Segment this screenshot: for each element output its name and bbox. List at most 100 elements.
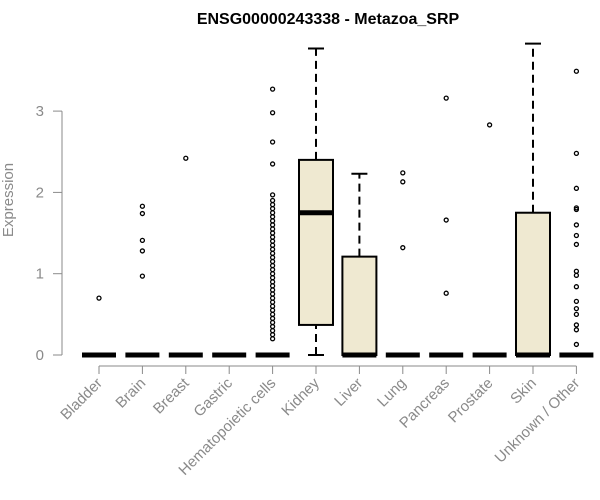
box-group-10 [515, 42, 551, 358]
x-tick-label-5: Kidney [278, 374, 323, 419]
outlier-11-1 [573, 327, 580, 333]
outlier-4-31 [269, 210, 276, 216]
outlier-7-1 [400, 179, 406, 185]
outlier-4-14 [269, 279, 276, 285]
outlier-4-38 [269, 110, 276, 116]
outlier-4-19 [269, 258, 276, 265]
outlier-4-4 [269, 319, 276, 326]
outlier-11-10 [573, 232, 580, 239]
outlier-11-13 [573, 205, 580, 211]
x-tick-label-6: Liver [331, 375, 366, 410]
outlier-1-4 [139, 203, 146, 209]
outlier-4-7 [269, 307, 276, 313]
outlier-4-13 [269, 283, 276, 289]
outlier-4-21 [269, 250, 276, 257]
outlier-4-30 [269, 214, 276, 220]
y-axis-label: Expression [0, 163, 17, 237]
box-group-0 [82, 295, 116, 358]
outlier-11-4 [573, 306, 580, 312]
outlier-4-39 [269, 86, 276, 92]
outlier-4-26 [269, 230, 276, 236]
outlier-4-36 [269, 161, 276, 167]
y-tick-label-3: 3 [36, 103, 44, 120]
outlier-4-5 [269, 315, 276, 322]
box-group-8 [429, 95, 464, 358]
x-tick-label-10: Skin [507, 375, 540, 408]
outlier-4-37 [269, 139, 276, 145]
outlier-4-1 [269, 332, 276, 338]
outlier-4-10 [269, 295, 276, 301]
outlier-8-0 [443, 290, 449, 296]
box-group-1 [125, 203, 160, 358]
outlier-11-16 [573, 68, 580, 74]
box-group-11 [559, 68, 594, 358]
outlier-4-12 [269, 287, 276, 293]
outlier-11-2 [573, 322, 580, 328]
outlier-4-15 [269, 275, 276, 281]
x-tick-label-0: Bladder [57, 375, 106, 424]
outlier-4-32 [269, 206, 276, 212]
outlier-11-14 [573, 185, 580, 191]
outlier-4-18 [269, 262, 276, 269]
outlier-8-1 [443, 217, 449, 223]
y-tick-label-0: 0 [36, 347, 44, 364]
outlier-11-11 [573, 222, 580, 228]
outlier-4-20 [269, 254, 276, 261]
box-10 [515, 211, 551, 356]
outlier-2-0 [183, 155, 189, 161]
outlier-4-34 [269, 197, 276, 204]
outlier-4-29 [269, 218, 276, 224]
outlier-4-3 [269, 323, 276, 330]
outlier-4-9 [269, 299, 276, 305]
x-tick-label-1: Brain [112, 375, 149, 412]
outlier-4-17 [269, 266, 276, 273]
outlier-4-11 [269, 291, 276, 297]
box-6 [341, 255, 378, 357]
outlier-4-2 [269, 327, 276, 334]
outlier-4-8 [269, 303, 276, 309]
outlier-1-1 [139, 248, 146, 254]
outlier-4-24 [269, 238, 276, 244]
outlier-4-35 [269, 192, 276, 198]
outlier-4-27 [269, 226, 276, 232]
outlier-11-0 [573, 341, 580, 348]
box-group-6 [341, 172, 378, 358]
x-tick-label-7: Lung [374, 375, 410, 411]
x-tick-label-2: Breast [150, 374, 193, 417]
outlier-1-0 [139, 273, 146, 279]
outlier-11-7 [573, 272, 580, 278]
box-group-5 [298, 47, 334, 356]
outlier-4-28 [269, 222, 276, 228]
outlier-4-22 [269, 246, 276, 252]
outlier-7-2 [400, 170, 406, 176]
outlier-4-23 [269, 242, 276, 248]
outlier-1-3 [139, 210, 146, 217]
outlier-4-16 [269, 271, 276, 277]
box-group-9 [472, 122, 507, 358]
outlier-11-9 [573, 241, 580, 248]
outlier-11-5 [573, 298, 580, 304]
outlier-11-6 [573, 284, 580, 290]
y-tick-label-2: 2 [36, 184, 44, 201]
outlier-8-2 [443, 95, 449, 101]
outlier-4-6 [269, 311, 276, 318]
outlier-4-0 [269, 336, 276, 342]
outlier-4-25 [269, 234, 276, 240]
box-group-4 [255, 86, 290, 358]
outlier-1-2 [139, 237, 146, 244]
x-tick-label-9: Prostate [445, 375, 497, 427]
outlier-11-8 [573, 268, 580, 274]
y-axis: 0 1 2 3 [36, 103, 63, 364]
plot-area [82, 42, 594, 358]
outlier-0-0 [96, 295, 102, 301]
outlier-9-0 [486, 122, 493, 128]
outlier-7-0 [400, 245, 406, 251]
y-tick-label-1: 1 [36, 266, 44, 283]
box-group-7 [385, 170, 420, 358]
box-5 [298, 158, 334, 326]
outlier-11-15 [573, 150, 580, 157]
outlier-4-33 [269, 201, 276, 208]
